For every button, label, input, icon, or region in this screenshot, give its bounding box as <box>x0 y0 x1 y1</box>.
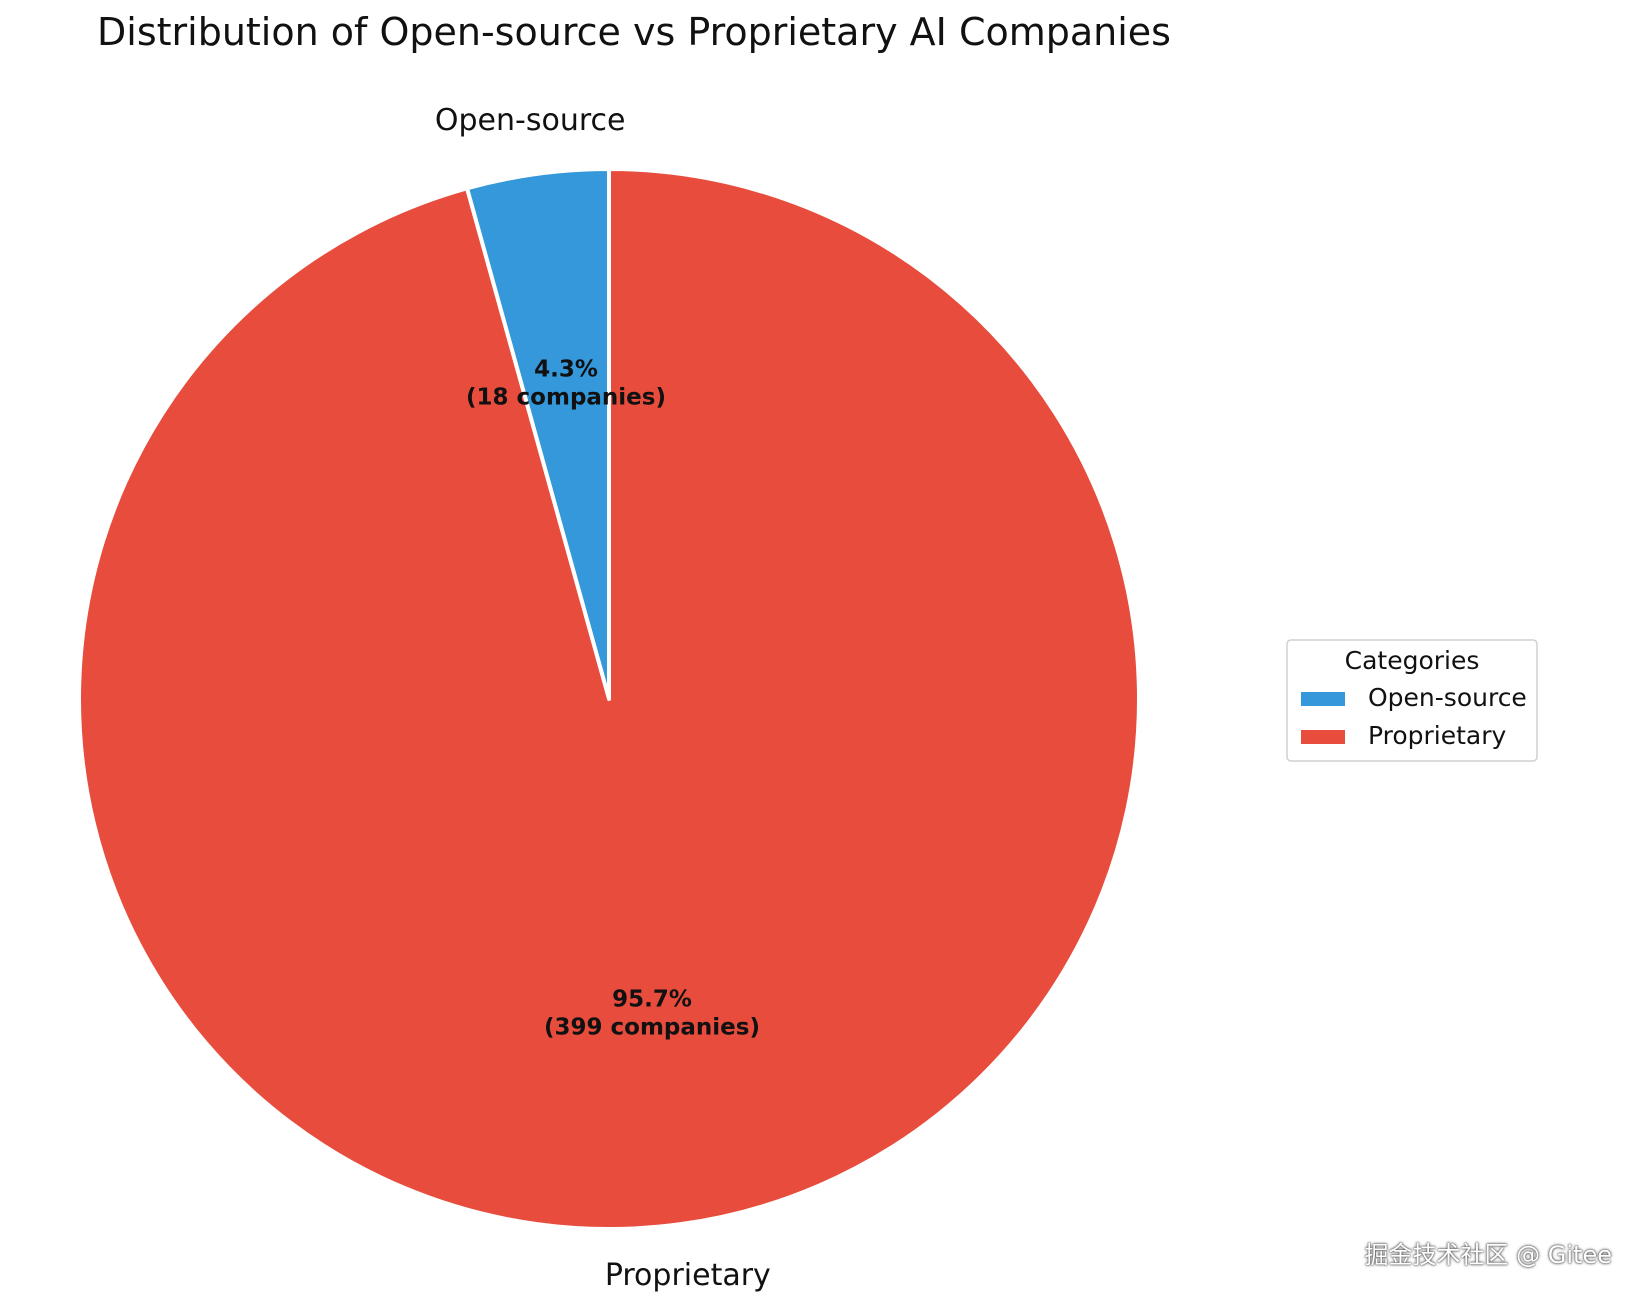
watermark: 掘金技术社区 @ Gitee <box>1364 1241 1612 1269</box>
slice-outer-label-proprietary: Proprietary <box>605 1258 771 1293</box>
pie-group <box>77 167 1141 1231</box>
slice-count-label-proprietary: (399 companies) <box>544 1015 760 1041</box>
slice-percent-label-open-source: 4.3% <box>534 356 598 382</box>
inner-label-group: 4.3%(18 companies) 95.7%(399 companies) <box>466 356 760 1040</box>
outer-label-group: Open-source Proprietary <box>435 103 771 1293</box>
slice-percent-label-proprietary: 95.7% <box>612 987 692 1013</box>
legend-swatch-proprietary <box>1301 730 1345 744</box>
legend-label-open-source: Open-source <box>1368 683 1527 712</box>
slice-outer-label-open-source: Open-source <box>435 103 626 138</box>
chart-title: Distribution of Open-source vs Proprieta… <box>97 10 1171 54</box>
slice-count-label-open-source: (18 companies) <box>466 384 666 410</box>
legend-frame <box>1286 639 1538 762</box>
legend-swatch-open-source <box>1301 692 1345 706</box>
legend-label-proprietary: Proprietary <box>1368 721 1507 750</box>
legend-title: Categories <box>1345 646 1480 675</box>
pie-slice-proprietary <box>77 167 1141 1231</box>
legend: Categories Open-source Proprietary <box>1286 639 1538 762</box>
